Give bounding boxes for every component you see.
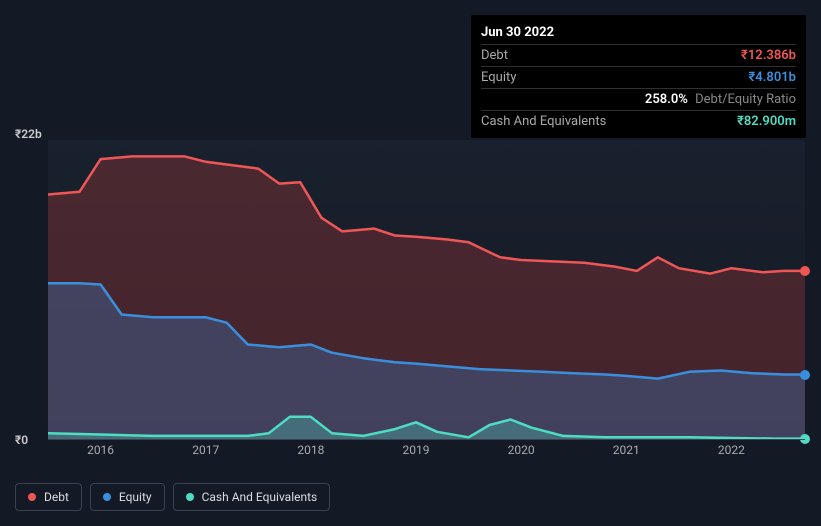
chart-legend: Debt Equity Cash And Equivalents (15, 483, 330, 511)
tooltip-row: Equity ₹4.801b (481, 66, 796, 88)
tooltip-row: Debt ₹12.386b (481, 44, 796, 66)
x-tick: 2018 (297, 443, 324, 457)
tooltip-row: 258.0% Debt/Equity Ratio (481, 88, 796, 110)
tooltip-date: Jun 30 2022 (481, 21, 796, 44)
legend-dot-icon (186, 493, 194, 501)
legend-dot-icon (28, 493, 36, 501)
tooltip-row-value: ₹4.801b (748, 70, 796, 85)
tooltip-row-label: Debt (481, 48, 508, 63)
tooltip-row-value: ₹12.386b (741, 48, 796, 63)
x-tick: 2020 (508, 443, 535, 457)
chart-tooltip: Jun 30 2022 Debt ₹12.386b Equity ₹4.801b 258… (471, 15, 806, 138)
y-axis-max-label: ₹22b (15, 127, 42, 141)
y-axis-min-label: ₹0 (15, 433, 28, 447)
chart-plot-area[interactable] (48, 140, 805, 440)
legend-dot-icon (103, 493, 111, 501)
legend-item-cash-and-equivalents[interactable]: Cash And Equivalents (173, 483, 331, 511)
x-tick: 2021 (613, 443, 640, 457)
legend-item-debt[interactable]: Debt (15, 483, 82, 511)
legend-item-equity[interactable]: Equity (90, 483, 165, 511)
end-dot-equity (800, 370, 810, 380)
chart-baseline (48, 439, 805, 440)
tooltip-row-label: Equity (481, 70, 516, 85)
x-axis-labels: 2016 2017 2018 2019 2020 2021 2022 (48, 443, 805, 463)
legend-label: Equity (119, 490, 152, 504)
x-tick: 2016 (87, 443, 114, 457)
x-tick: 2022 (718, 443, 745, 457)
end-dot-debt (800, 266, 810, 276)
x-tick: 2017 (192, 443, 219, 457)
legend-label: Debt (44, 490, 69, 504)
legend-label: Cash And Equivalents (202, 490, 318, 504)
chart-container: ₹22b ₹0 2016 2017 2018 2019 2020 2021 2022 (15, 125, 805, 455)
tooltip-row-value: 258.0% Debt/Equity Ratio (645, 92, 796, 107)
x-tick: 2019 (402, 443, 429, 457)
